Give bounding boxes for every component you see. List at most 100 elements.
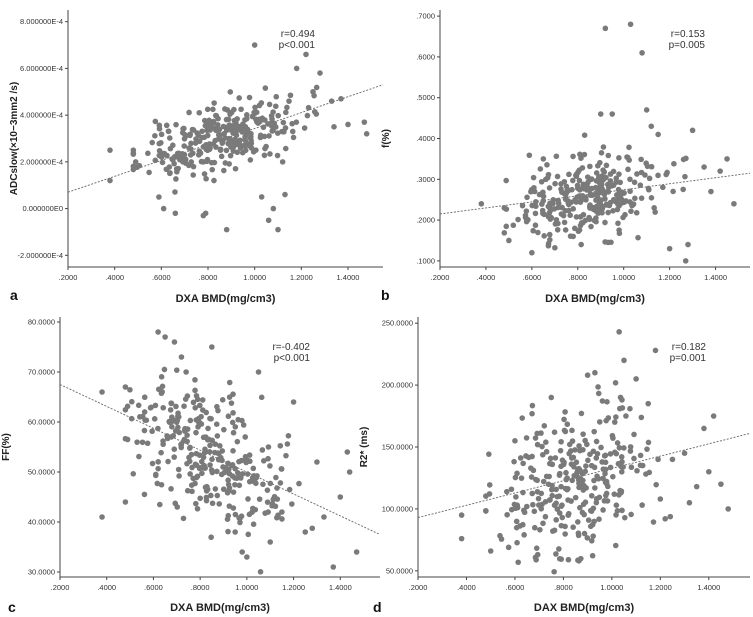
data-point bbox=[245, 457, 251, 464]
data-point bbox=[570, 524, 576, 531]
data-point bbox=[501, 230, 508, 236]
x-axis-label: DXA BMD(mg/cm3) bbox=[545, 293, 645, 305]
data-point bbox=[631, 431, 637, 438]
data-point bbox=[602, 219, 608, 226]
data-point bbox=[634, 467, 640, 474]
data-point bbox=[214, 433, 221, 439]
data-point bbox=[576, 443, 582, 449]
data-point bbox=[565, 512, 571, 518]
data-point bbox=[167, 407, 174, 413]
data-point bbox=[651, 205, 657, 211]
data-point bbox=[199, 470, 205, 477]
x-tick-label: .6000 bbox=[144, 583, 163, 592]
data-point bbox=[600, 466, 607, 472]
data-point bbox=[314, 459, 320, 465]
data-point bbox=[212, 137, 219, 144]
data-point bbox=[272, 103, 279, 110]
data-point bbox=[580, 181, 587, 188]
data-point bbox=[621, 445, 627, 451]
data-point bbox=[627, 405, 633, 412]
data-point bbox=[628, 208, 634, 215]
data-point bbox=[595, 210, 601, 216]
data-point bbox=[529, 202, 535, 209]
x-axis-label: DAX BMD(mg/cm3) bbox=[534, 602, 635, 614]
data-point bbox=[245, 531, 252, 538]
data-point bbox=[572, 447, 578, 453]
data-point bbox=[228, 400, 235, 406]
data-point bbox=[577, 199, 584, 205]
data-point bbox=[193, 462, 200, 469]
data-point bbox=[553, 517, 560, 523]
data-point bbox=[178, 354, 185, 360]
data-point bbox=[607, 451, 614, 457]
data-point bbox=[598, 444, 604, 451]
data-point bbox=[545, 240, 552, 247]
data-point bbox=[613, 414, 619, 420]
data-point bbox=[136, 453, 142, 460]
data-point bbox=[289, 128, 296, 135]
data-point bbox=[561, 427, 568, 434]
data-point bbox=[232, 529, 238, 535]
data-point bbox=[283, 452, 289, 459]
data-point bbox=[152, 118, 159, 125]
data-point bbox=[625, 166, 631, 173]
data-point bbox=[532, 222, 539, 229]
data-point bbox=[242, 137, 249, 143]
x-tick-label: 1.0000 bbox=[235, 583, 258, 592]
data-point bbox=[230, 144, 237, 150]
data-point bbox=[642, 172, 648, 178]
data-point bbox=[680, 186, 686, 193]
data-point bbox=[178, 444, 185, 451]
data-point bbox=[230, 391, 236, 398]
data-point bbox=[578, 410, 585, 417]
data-point bbox=[573, 199, 580, 205]
data-point bbox=[615, 460, 622, 467]
data-point bbox=[558, 483, 564, 490]
data-point bbox=[156, 501, 163, 508]
data-point bbox=[637, 452, 644, 459]
data-point bbox=[328, 98, 335, 104]
data-point bbox=[589, 192, 596, 198]
data-point bbox=[216, 136, 223, 142]
data-point bbox=[562, 196, 569, 203]
data-point bbox=[538, 178, 545, 185]
data-point bbox=[175, 414, 182, 420]
data-point bbox=[184, 487, 191, 494]
data-point bbox=[530, 174, 537, 181]
data-point bbox=[201, 134, 208, 141]
data-point bbox=[531, 188, 538, 195]
data-point bbox=[183, 133, 189, 139]
data-point bbox=[247, 135, 254, 142]
data-point bbox=[550, 200, 556, 207]
data-point bbox=[596, 516, 602, 523]
data-point bbox=[580, 447, 586, 453]
data-point bbox=[253, 147, 259, 153]
data-point bbox=[604, 181, 611, 188]
data-point bbox=[610, 473, 616, 480]
data-point bbox=[610, 435, 616, 441]
x-axis-label: DXA BMD(mg/cm3) bbox=[176, 293, 276, 305]
data-point bbox=[608, 239, 614, 246]
data-point bbox=[556, 510, 563, 516]
data-point bbox=[618, 197, 625, 203]
data-point bbox=[590, 533, 596, 539]
data-point bbox=[268, 113, 275, 119]
data-point bbox=[130, 471, 137, 477]
data-point bbox=[135, 402, 142, 409]
y-tick-label: .6000 bbox=[416, 52, 435, 61]
data-point bbox=[225, 477, 231, 484]
data-point bbox=[222, 160, 229, 166]
data-point bbox=[283, 109, 289, 116]
data-point bbox=[197, 402, 203, 409]
data-point bbox=[483, 508, 489, 514]
data-point bbox=[226, 379, 233, 386]
data-point bbox=[530, 227, 536, 234]
data-point bbox=[710, 413, 717, 419]
data-point bbox=[619, 397, 625, 403]
data-point bbox=[200, 434, 207, 441]
y-tick-label: 100.0000 bbox=[382, 504, 413, 513]
data-point bbox=[570, 206, 577, 212]
data-point bbox=[169, 418, 175, 425]
data-point bbox=[552, 244, 558, 251]
data-point bbox=[571, 464, 577, 470]
